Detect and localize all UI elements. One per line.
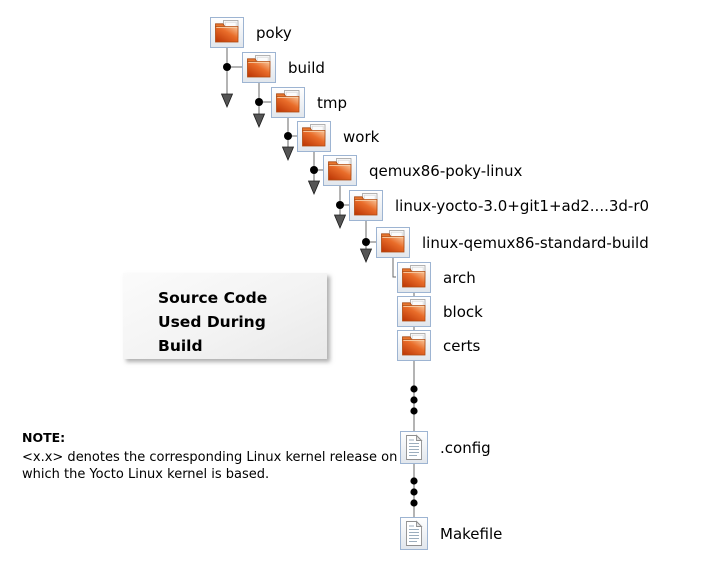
elbow-connector — [392, 258, 396, 278]
tree-node-linux-qemux86-standard-build: linux-qemux86-standard-build — [376, 227, 649, 258]
file-icon — [400, 431, 428, 464]
tree-node-label: .config — [440, 438, 491, 457]
tree-node-label: certs — [443, 336, 481, 355]
down-arrow-icon — [252, 113, 266, 129]
down-arrow-icon — [333, 214, 347, 230]
note-body-line: <x.x> denotes the corresponding Linux ke… — [22, 450, 398, 465]
note-heading: NOTE: — [22, 430, 66, 445]
tree-node-label: linux-yocto-3.0+git1+ad2....3d-r0 — [395, 196, 650, 215]
note: NOTE: <x.x> denotes the corresponding Li… — [22, 430, 397, 483]
tree-node-makefile: Makefile — [400, 517, 502, 550]
folder-icon — [397, 296, 431, 327]
tree-node-label: linux-qemux86-standard-build — [422, 233, 649, 252]
tree-node-label: work — [343, 127, 380, 146]
source-code-callout: Source Code Used During Build — [123, 273, 327, 359]
branch-dot — [310, 166, 318, 174]
folder-icon — [397, 262, 431, 293]
tree-node-label: qemux86-poky-linux — [369, 161, 523, 180]
down-arrow-icon — [307, 180, 321, 196]
folder-icon — [210, 17, 244, 48]
tree-node-poky: poky — [210, 17, 292, 48]
tree-node-label: tmp — [317, 93, 348, 112]
branch-poky-build — [226, 48, 242, 96]
tree-node-build: build — [242, 52, 325, 83]
tree-node-label: build — [288, 58, 325, 77]
branch-dot — [223, 63, 231, 71]
branch-linux-yocto-standard-build — [365, 221, 376, 251]
ellipsis-dots-bottom — [410, 477, 418, 507]
folder-icon — [376, 227, 410, 258]
down-arrow-icon — [220, 93, 234, 109]
tree-node-work: work — [297, 121, 379, 152]
tree-node-label: block — [443, 302, 483, 321]
branch-dot — [362, 238, 370, 246]
folder-icon — [297, 121, 331, 152]
tree-node-tmp: tmp — [271, 87, 347, 118]
folder-icon — [323, 155, 357, 186]
tree-node-certs: certs — [397, 330, 480, 361]
tree-node-arch: arch — [397, 262, 476, 293]
folder-icon — [397, 330, 431, 361]
tree-node-linux-yocto: linux-yocto-3.0+git1+ad2....3d-r0 — [349, 190, 649, 221]
tree-node-dot-config: .config — [400, 431, 491, 464]
tree-node-block: block — [397, 296, 483, 327]
tree-node-label: arch — [443, 268, 476, 287]
callout-line: Build — [158, 337, 203, 355]
callout-line: Used During — [158, 313, 266, 331]
tree-node-label: Makefile — [440, 524, 503, 543]
folder-icon — [242, 52, 276, 83]
branch-dot — [284, 132, 292, 140]
branch-dot — [336, 201, 344, 209]
file-icon — [400, 517, 428, 550]
tree-node-label: poky — [256, 23, 292, 42]
down-arrow-icon — [359, 248, 373, 264]
ellipsis-dots-top — [410, 385, 418, 415]
note-body-line: which the Yocto Linux kernel is based. — [22, 467, 270, 482]
branch-dot — [255, 98, 263, 106]
down-arrow-icon — [281, 146, 295, 162]
tree-node-qemux86-poky-linux: qemux86-poky-linux — [323, 155, 522, 186]
callout-line: Source Code — [158, 289, 268, 307]
folder-icon — [349, 190, 383, 221]
folder-icon — [271, 87, 305, 118]
